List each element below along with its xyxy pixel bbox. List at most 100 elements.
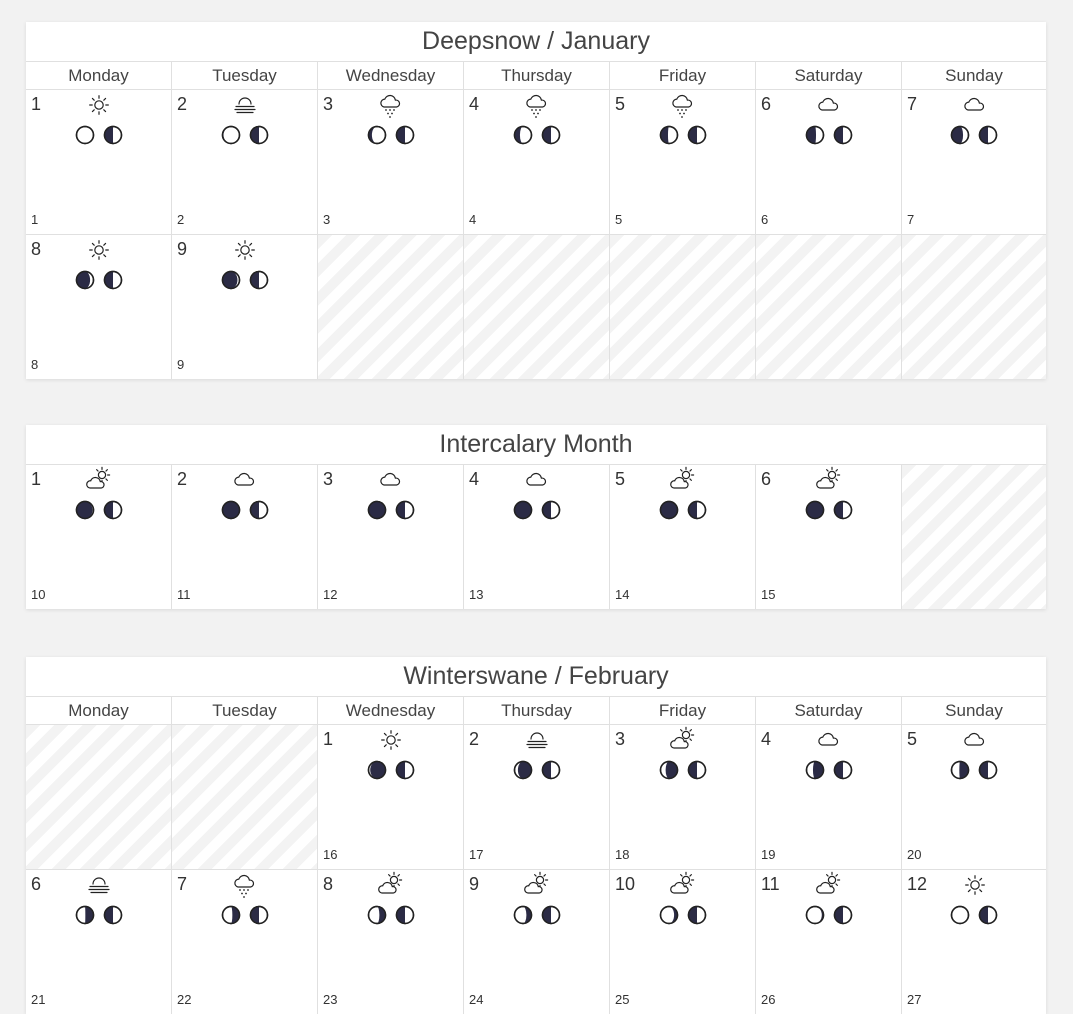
- moon-phases: [610, 500, 755, 520]
- year-day-number: 2: [177, 212, 185, 227]
- moon-phases: [26, 500, 171, 520]
- day-cell[interactable]: 7 22: [172, 870, 318, 1014]
- weekday-label: Friday: [610, 697, 756, 724]
- day-number: 2: [469, 729, 480, 749]
- day-cell[interactable]: 9 24: [464, 870, 610, 1014]
- year-day-number: 5: [615, 212, 623, 227]
- cloud-icon: [526, 472, 547, 486]
- moon-phases: [318, 760, 463, 780]
- moon-phase-icon: [659, 905, 678, 925]
- day-cell[interactable]: 2 11: [172, 465, 318, 609]
- day-cell[interactable]: 3 18: [610, 725, 756, 869]
- moon-phase-icon: [249, 500, 268, 520]
- weekday-label: Saturday: [756, 62, 902, 89]
- day-number: 5: [907, 729, 918, 749]
- moon-phases: [26, 125, 171, 145]
- sun-icon: [235, 240, 255, 260]
- day-number: 3: [615, 729, 626, 749]
- day-cell[interactable]: 6 21: [26, 870, 172, 1014]
- moon-phase-icon: [978, 905, 998, 925]
- moon-phase-icon: [833, 760, 852, 780]
- year-day-number: 17: [469, 847, 484, 862]
- moon-phase-icon: [541, 760, 560, 780]
- day-cell[interactable]: 1 10: [26, 465, 172, 609]
- year-day-number: 9: [177, 357, 185, 372]
- moon-phases: [172, 270, 317, 290]
- day-number: 6: [31, 874, 42, 894]
- cloud-icon: [818, 732, 839, 746]
- month-block: Deepsnow / January Monday Tuesday Wednesday…: [26, 22, 1046, 379]
- day-cell[interactable]: 2 17: [464, 725, 610, 869]
- moon-phases: [756, 760, 901, 780]
- day-cell[interactable]: 3 12: [318, 465, 464, 609]
- day-cell[interactable]: 5 20: [902, 725, 1046, 869]
- moon-phase-icon: [978, 125, 998, 145]
- weekday-label: Sunday: [945, 701, 1003, 720]
- sun-icon: [965, 875, 985, 895]
- moon-phase-icon: [950, 760, 970, 780]
- day-number: 7: [177, 874, 188, 894]
- moon-phase-icon: [395, 500, 414, 520]
- year-day-number: 19: [761, 847, 776, 862]
- partly-sunny-icon: [670, 726, 695, 749]
- day-cell[interactable]: 6 15: [756, 465, 902, 609]
- moon-phases: [464, 500, 609, 520]
- day-number: 6: [761, 94, 772, 114]
- moon-phase-icon: [75, 500, 94, 520]
- sun-icon: [381, 730, 401, 750]
- moon-phases: [902, 905, 1046, 925]
- day-cell[interactable]: 5 14: [610, 465, 756, 609]
- day-cell[interactable]: 8 23: [318, 870, 464, 1014]
- year-day-number: 22: [177, 992, 192, 1007]
- empty-day-cell: [756, 235, 902, 379]
- day-cell[interactable]: 4 13: [464, 465, 610, 609]
- weekday-label: Sunday: [945, 66, 1003, 85]
- snow-icon: [234, 874, 255, 898]
- snow-icon: [672, 94, 693, 118]
- year-day-number: 11: [177, 587, 191, 602]
- moon-phases: [318, 125, 463, 145]
- year-day-number: 12: [323, 587, 338, 602]
- day-number: 7: [907, 94, 918, 114]
- day-cell[interactable]: 10 25: [610, 870, 756, 1014]
- snow-icon: [526, 94, 547, 118]
- moon-phase-icon: [367, 905, 386, 925]
- year-day-number: 15: [761, 587, 776, 602]
- moon-phase-icon: [221, 270, 240, 290]
- day-cell[interactable]: 12 27: [902, 870, 1046, 1014]
- day-cell[interactable]: 11 26: [756, 870, 902, 1014]
- day-cell[interactable]: 1 16: [318, 725, 464, 869]
- cloud-icon: [964, 97, 985, 111]
- moon-phase-icon: [513, 125, 532, 145]
- empty-day-cell: [902, 465, 1046, 609]
- day-number: 2: [177, 94, 188, 114]
- cloud-icon: [818, 97, 839, 111]
- moon-phase-icon: [687, 125, 706, 145]
- day-number: 8: [31, 239, 42, 259]
- day-number: 4: [761, 729, 772, 749]
- weekday-label: Saturday: [756, 697, 902, 724]
- week-row: 1 16 2 17 3 18 4 19 5 20: [26, 725, 1046, 870]
- year-day-number: 6: [761, 212, 769, 227]
- moon-phase-icon: [950, 905, 970, 925]
- month-block: Intercalary Month 1 10 2 11 3 12 4 13 5 14 6 15: [26, 425, 1046, 609]
- partly-sunny-icon: [378, 871, 403, 894]
- moon-phase-icon: [659, 500, 678, 520]
- day-number: 10: [615, 874, 636, 894]
- weekday-header: Monday Tuesday Wednesday Thursday Friday Satu…: [26, 697, 1046, 725]
- month-title: Winterswane / February: [26, 657, 1046, 697]
- weekday-label: Tuesday: [172, 697, 318, 724]
- weekday-label: Monday: [26, 62, 172, 89]
- moon-phase-icon: [687, 760, 706, 780]
- day-cell[interactable]: 4 19: [756, 725, 902, 869]
